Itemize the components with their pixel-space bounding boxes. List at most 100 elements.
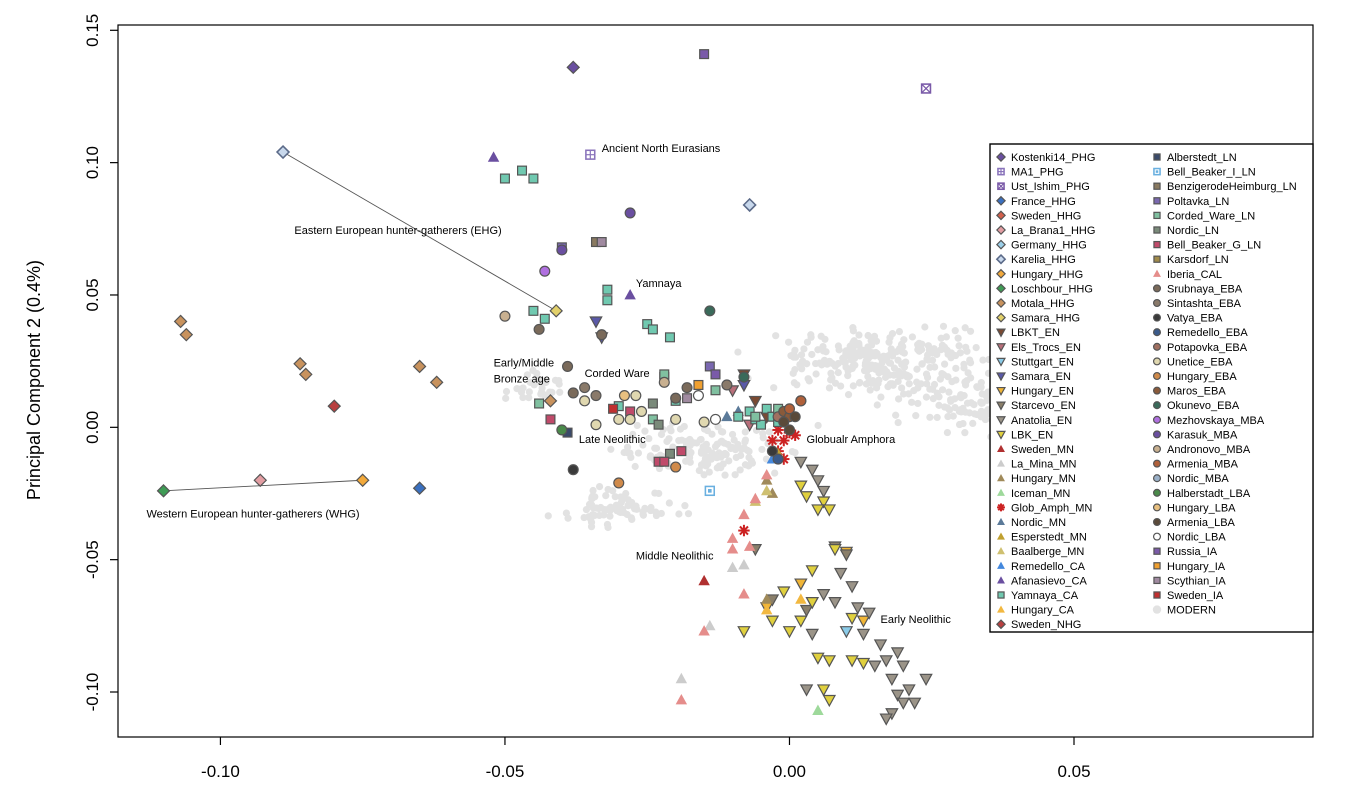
point-mezhovskaya-mba — [539, 265, 551, 277]
legend-marker — [997, 182, 1005, 191]
modern-point — [542, 378, 550, 387]
legend-item: Nordic_MBA — [1152, 473, 1229, 485]
modern-point — [819, 342, 827, 351]
modern-point — [602, 492, 610, 500]
modern-point — [675, 437, 683, 445]
legend-item: Corded_Ware_LN — [1153, 210, 1255, 222]
point-yamnaya-ca — [664, 332, 675, 343]
legend-label: Sweden_HHG — [1011, 210, 1081, 222]
legend-marker — [1153, 269, 1161, 277]
modern-point — [846, 342, 854, 350]
point-sintashta-eba — [590, 390, 602, 402]
modern-point — [961, 324, 969, 332]
legend-item: Kostenki14_PHG — [996, 152, 1095, 164]
point-yamnaya-ca — [499, 173, 510, 184]
legend-label: MA1_PHG — [1011, 167, 1064, 179]
legend-label: Karelia_HHG — [1011, 254, 1076, 266]
modern-point — [707, 455, 715, 463]
legend-item: La_Mina_MN — [997, 459, 1076, 471]
point-motala-hhg — [429, 375, 444, 390]
point-scythian-ia — [596, 237, 607, 248]
legend-marker — [1153, 182, 1161, 190]
modern-point — [525, 388, 533, 396]
modern-point — [913, 365, 921, 373]
legend-item: Samara_EN — [996, 371, 1071, 383]
point-armenia-lba — [789, 411, 801, 423]
point-lbk-en — [794, 480, 808, 493]
point-unetice-eba — [590, 419, 602, 431]
annotation-label: Middle Neolithic — [636, 551, 714, 563]
legend-item: Karelia_HHG — [995, 253, 1076, 266]
modern-point — [728, 430, 737, 439]
legend-label: Nordic_LN — [1167, 225, 1219, 237]
modern-point — [956, 393, 964, 401]
point-anatolia-en — [845, 581, 859, 594]
modern-point — [956, 349, 964, 357]
modern-point — [631, 462, 639, 471]
point-okunevo-eba — [738, 371, 750, 383]
legend-marker — [997, 459, 1005, 467]
legend-item: Karasuk_MBA — [1152, 429, 1238, 441]
legend-label: Esperstedt_MN — [1011, 532, 1087, 544]
legend-item: Hungary_LBA — [1152, 502, 1236, 514]
modern-point — [895, 395, 903, 403]
legend: Kostenki14_PHG MA1_PHG Ust_Ishim_PHG France… — [989, 143, 1314, 633]
point-lbk-en — [737, 626, 751, 639]
legend-item: Nordic_MN — [997, 517, 1066, 529]
point-anatolia-en — [868, 660, 882, 673]
modern-point — [863, 367, 871, 375]
legend-marker — [997, 474, 1005, 482]
modern-point — [844, 391, 853, 399]
legend-label: Srubnaya_EBA — [1167, 283, 1243, 295]
point-glob-amph-mn — [778, 434, 790, 447]
modern-point — [933, 350, 941, 359]
point-lbk-en — [782, 626, 797, 639]
point-vatya-eba — [766, 445, 778, 457]
modern-point — [713, 464, 721, 472]
annotation-label: Ancient North Eurasians — [602, 143, 721, 155]
modern-point — [799, 357, 807, 365]
legend-item: BenzigerodeHeimburg_LN — [1153, 181, 1297, 193]
modern-point — [718, 451, 726, 459]
modern-point — [821, 335, 829, 343]
point-srubnaya-eba — [596, 329, 608, 341]
modern-point — [918, 360, 926, 368]
point-starcevo-en — [799, 604, 814, 618]
legend-marker — [997, 517, 1005, 526]
modern-point — [837, 382, 845, 390]
modern-point — [862, 357, 870, 365]
point-lbk-en — [828, 544, 842, 557]
legend-label: BenzigerodeHeimburg_LN — [1167, 181, 1297, 193]
axes-layer: -0.10 -0.05 0.00 0.05 -0.10 -0.05 0.00 0.05 0.10… — [83, 14, 1091, 781]
legend-label: Halberstadt_LBA — [1167, 488, 1251, 500]
point-hungary-eba — [613, 477, 625, 489]
point-hungary-mn — [760, 474, 773, 485]
legend-label: Samara_HHG — [1011, 313, 1080, 325]
point-yamnaya-ca — [756, 419, 767, 430]
legend-item: Halberstadt_LBA — [1152, 488, 1251, 500]
modern-point — [634, 449, 643, 457]
modern-point — [955, 342, 963, 350]
y-axis-label: Principal Component 2 (0.4%) — [24, 260, 44, 500]
point-andronovo-mba — [658, 376, 670, 388]
modern-point — [835, 346, 843, 354]
point-iberia-cal — [726, 532, 739, 543]
connector-lines-layer — [163, 151, 557, 492]
legend-label: Sintashta_EBA — [1167, 298, 1242, 310]
point-anatolia-en — [794, 456, 808, 469]
modern-point — [682, 437, 690, 446]
point-iberia-cal — [760, 468, 773, 480]
modern-point — [591, 511, 599, 520]
modern-point — [676, 425, 685, 433]
point-france-hhg — [412, 481, 427, 496]
legend-marker — [1153, 255, 1161, 263]
modern-point — [914, 399, 922, 408]
modern-point — [639, 508, 647, 516]
point-samara-en — [589, 316, 603, 329]
point-iceman-mn — [812, 704, 824, 715]
legend-item: Starcevo_EN — [996, 400, 1076, 412]
modern-point — [502, 394, 510, 402]
modern-point — [689, 439, 698, 447]
legend-item: Nordic_LN — [1153, 225, 1219, 237]
modern-point — [960, 364, 968, 372]
